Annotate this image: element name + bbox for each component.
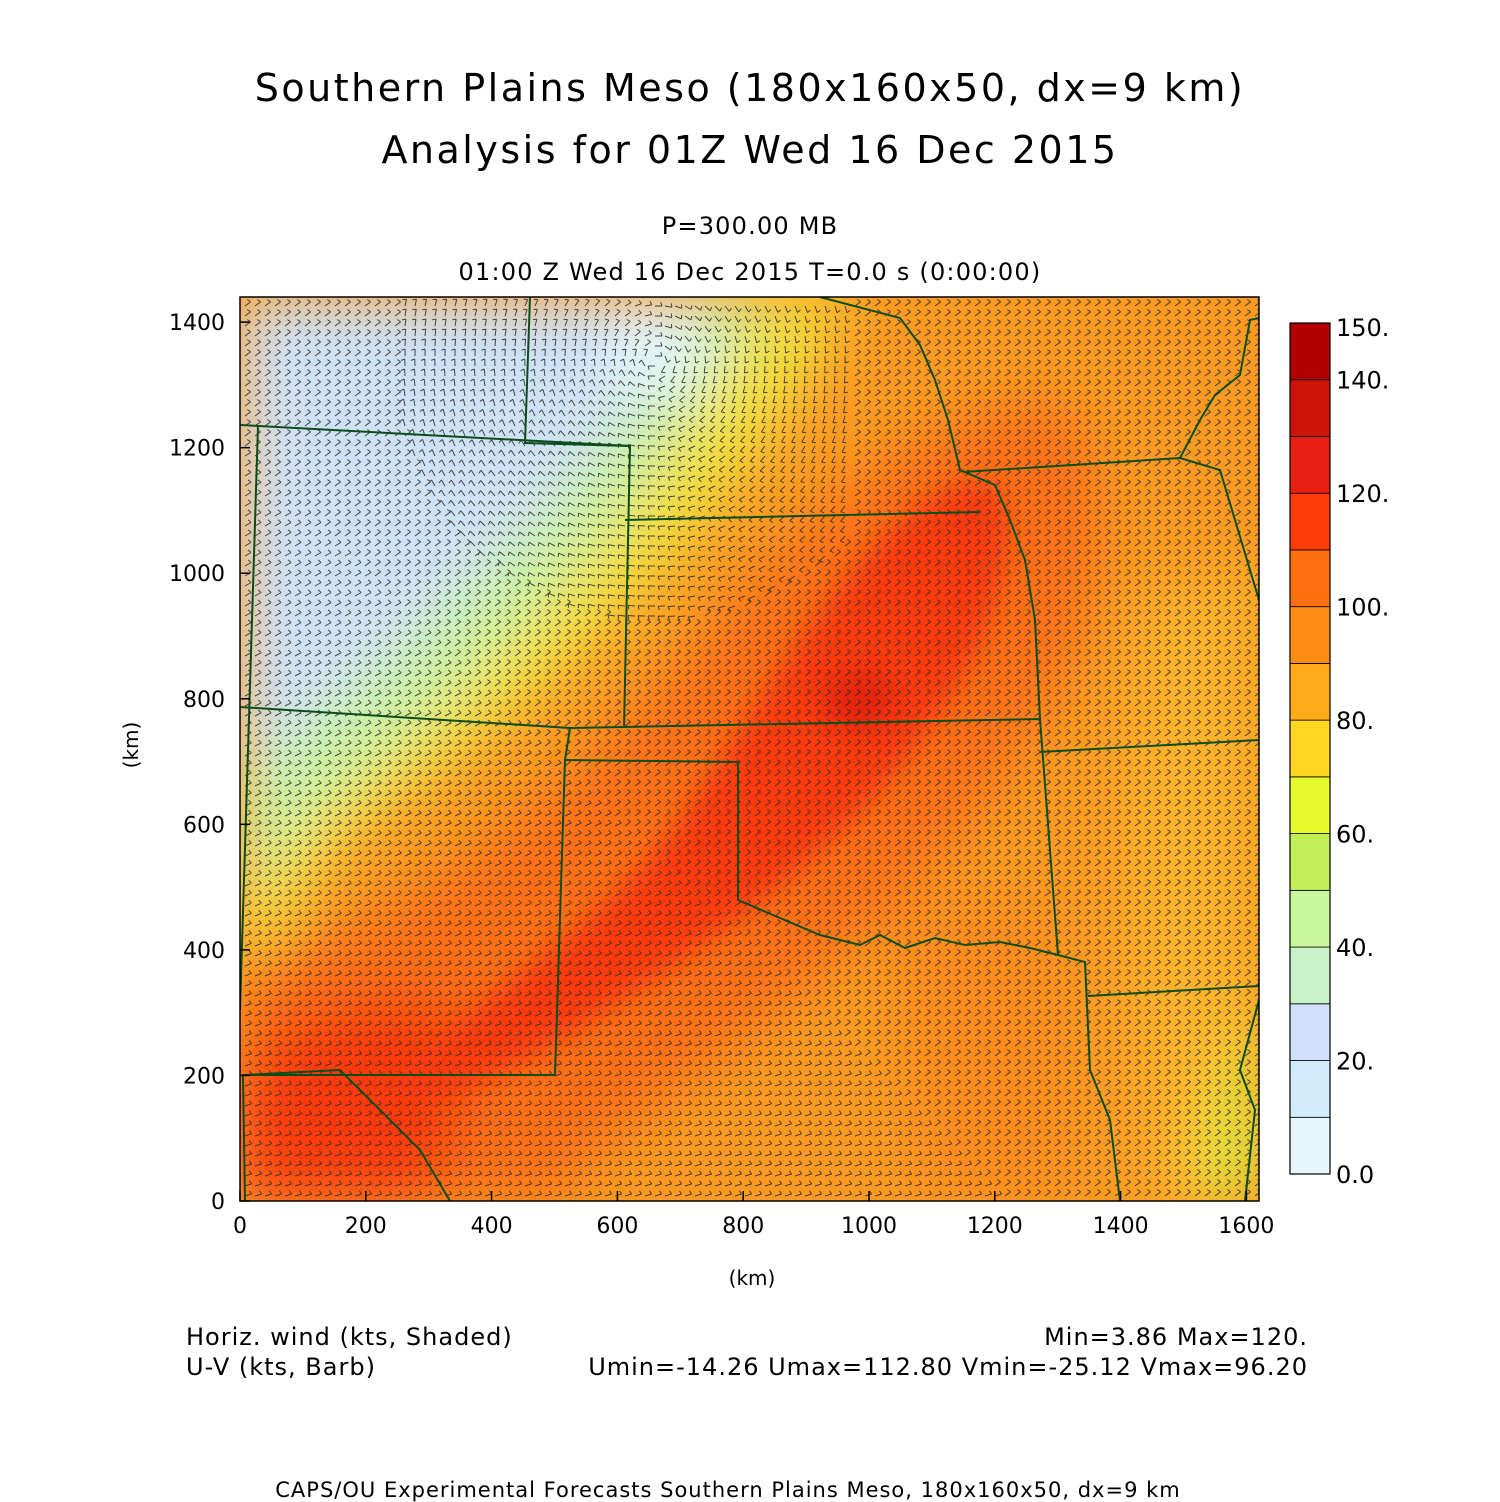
x-tick-label: 0 (233, 1214, 247, 1239)
colorbar-bin (1289, 322, 1331, 381)
footer-credit: CAPS/OU Experimental Forecasts Southern … (275, 1478, 1181, 1502)
border-utah-colorado-north (240, 424, 631, 447)
shade-blue (240, 297, 700, 780)
colorbar-label: 100. (1336, 594, 1389, 622)
x-tick-label: 600 (596, 1214, 638, 1239)
shade-calm-center (605, 310, 705, 400)
state-borders (240, 297, 1259, 1201)
colorbar-label: 120. (1336, 480, 1389, 508)
colorbar-bin (1289, 1116, 1331, 1175)
colorbar-label: 40. (1336, 934, 1374, 962)
border-mexico (244, 1068, 451, 1201)
border-wyoming-colorado (523, 297, 632, 729)
colorbar-bin (1289, 719, 1331, 778)
colorbar-label: 60. (1336, 821, 1374, 849)
border-iowa-missouri (962, 457, 1181, 473)
plot-frame (239, 296, 1260, 1202)
y-tick-label: 1400 (169, 311, 225, 336)
colorbar-label: 0.0 (1336, 1161, 1374, 1189)
colorbar-bin (1289, 1003, 1331, 1061)
x-tick-label: 1000 (841, 1214, 897, 1239)
title-line-2: Analysis for 01Z Wed 16 Dec 2015 (381, 128, 1119, 172)
colorbar-bin (1289, 549, 1331, 608)
colorbar-bin (1289, 663, 1331, 721)
border-texas-west (241, 727, 571, 1201)
colorbar-bin (1289, 436, 1331, 494)
legend-barb-label: U-V (kts, Barb) (186, 1353, 376, 1381)
y-tick-label: 800 (183, 688, 225, 713)
wind-barbs (244, 298, 1259, 1197)
colorbar-bin (1289, 1060, 1331, 1118)
colorbar-label: 150. (1336, 314, 1389, 342)
border-nebraska-kansas (624, 511, 981, 521)
colorbar-bin (1289, 776, 1331, 834)
colorbar-label: 20. (1336, 1048, 1374, 1076)
colorbar-bin (1289, 492, 1331, 551)
uv-stats-readout: Umin=-14.26 Umax=112.80 Vmin=-25.12 Vmax… (588, 1353, 1308, 1381)
border-mississippi-north (1179, 317, 1259, 459)
x-tick-label: 800 (722, 1214, 764, 1239)
border-mississippi-mid (1179, 457, 1259, 601)
border-oklahoma-texas (564, 759, 1059, 956)
colorbar-bin (1289, 833, 1331, 891)
x-tick-label: 200 (345, 1214, 387, 1239)
border-oklahoma-arkansas-louisiana (1039, 718, 1121, 1201)
x-tick-label: 1400 (1093, 1214, 1149, 1239)
colorbar: 0.0 20. 40. 60. 80. 100. 120. 140. 150. (1289, 314, 1389, 1189)
legend-shaded-label: Horiz. wind (kts, Shaded) (186, 1323, 513, 1351)
colorbar-bin (1289, 379, 1331, 437)
y-axis-label: (km) (119, 722, 143, 769)
x-axis-label: (km) (729, 1266, 776, 1290)
x-tick-label: 400 (471, 1214, 513, 1239)
pressure-level-label: P=300.00 MB (661, 212, 839, 240)
y-tick-label: 600 (183, 813, 225, 838)
x-tick-label: 1600 (1218, 1214, 1274, 1239)
y-tick-label: 1200 (169, 437, 225, 462)
border-utah-colorado-west (240, 424, 259, 1011)
border-arkansas-louisiana (1087, 985, 1259, 997)
barb-glyphs (244, 298, 1259, 1197)
colorbar-bin (1289, 606, 1331, 664)
y-tick-label: 0 (211, 1190, 225, 1215)
colorbar-bin (1289, 889, 1331, 948)
colorbar-frame (1289, 322, 1331, 1175)
title-line-1: Southern Plains Meso (180x160x50, dx=9 k… (254, 66, 1246, 110)
shade-south-lobe (880, 900, 1071, 1201)
shade-jet-max (820, 666, 900, 734)
y-tick-label: 400 (183, 939, 225, 964)
y-tick-label: 200 (183, 1064, 225, 1089)
y-tick-label: 1000 (169, 562, 225, 587)
colorbar-label: 80. (1336, 707, 1374, 735)
border-missouri-river (819, 297, 1041, 720)
border-missouri-arkansas (1039, 739, 1259, 753)
colorbar-bin (1289, 946, 1331, 1005)
valid-time-label: 01:00 Z Wed 16 Dec 2015 T=0.0 s (0:00:00… (458, 258, 1042, 286)
x-tick-label: 1200 (967, 1214, 1023, 1239)
colorbar-label: 140. (1336, 367, 1389, 395)
axis-ticks: 0 200 400 600 800 1000 1200 1400 1600 0 200 400 600 8… (169, 311, 1274, 1239)
shade-jet-core-sw (240, 1000, 466, 1201)
border-mississippi-south (1238, 999, 1259, 1201)
shade-jet-core (380, 482, 1008, 1098)
min-max-readout: Min=3.86 Max=120. (1044, 1323, 1308, 1351)
